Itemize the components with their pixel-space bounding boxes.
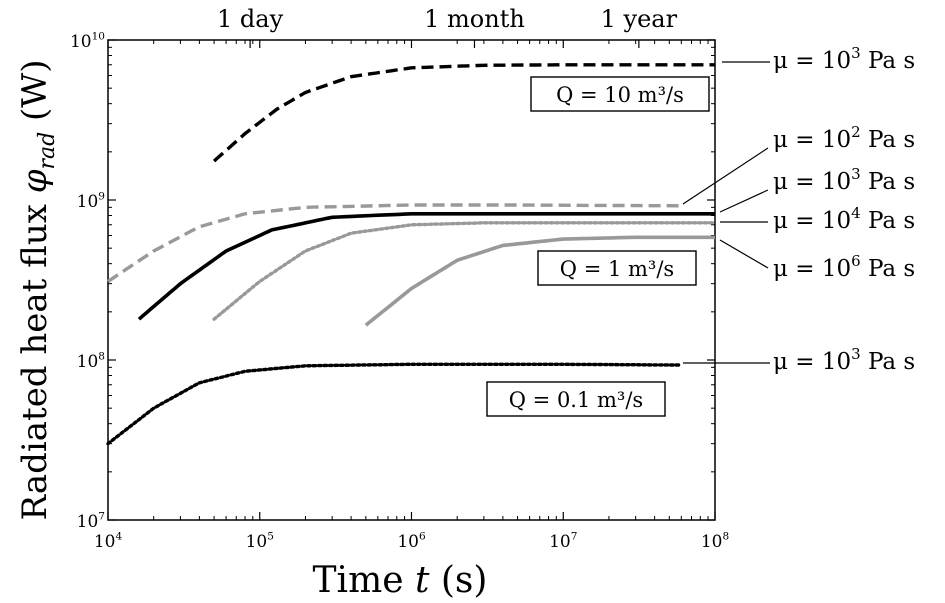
group-box-label: Q = 1 m³/s [560, 257, 674, 281]
top-axis-tick-label: 1 day [217, 5, 284, 33]
annotation-leader [719, 239, 769, 269]
annotation-label: μ = 102 Pa s [773, 123, 915, 153]
y-tick-label: 108 [77, 350, 105, 372]
series-line-3 [212, 221, 717, 321]
annotation-label: μ = 103 Pa s [773, 345, 915, 375]
annotation-label: μ = 106 Pa s [773, 252, 915, 282]
group-box-label: Q = 0.1 m³/s [509, 388, 643, 412]
x-axis-label: Time t (s) [313, 560, 488, 601]
x-tick-label: 107 [549, 530, 577, 552]
annotations: μ = 103 Pa s μ = 102 Pa s μ = 103 Pa s μ = … [682, 44, 915, 375]
series-line-4 [364, 235, 715, 327]
y-tick-label: 107 [77, 510, 105, 532]
annotation-leader [719, 189, 769, 213]
top-axis-tick-label: 1 month [424, 5, 525, 33]
annotation-label: μ = 104 Pa s [773, 204, 915, 234]
axis-ticks: 104 105 106 107 108 107 108 109 1010 1 day 1 month… [70, 5, 729, 552]
group-box-frame [537, 250, 697, 286]
annotation-label: μ = 103 Pa s [773, 165, 915, 195]
y-tick-label: 1010 [70, 30, 105, 52]
group-box-frame [486, 381, 666, 417]
x-tick-label: 106 [397, 530, 426, 552]
annotation-label: μ = 103 Pa s [773, 44, 915, 74]
series-line-0 [212, 63, 715, 163]
group-boxes: Q = 10 m³/s Q = 1 m³/s Q = 0.1 m³/s [486, 76, 710, 417]
group-box-label: Q = 10 m³/s [556, 83, 684, 107]
annotation-leader [682, 147, 769, 205]
top-axis-tick-label: 1 year [601, 5, 678, 33]
x-tick-label: 108 [701, 530, 729, 552]
y-tick-label: 109 [77, 190, 105, 212]
x-tick-label: 104 [94, 530, 123, 552]
series-line-2 [137, 212, 715, 321]
group-box-frame [530, 76, 710, 112]
series-line-5 [106, 362, 683, 446]
series-group [106, 63, 717, 446]
series-line-1 [107, 203, 682, 283]
x-tick-label: 105 [246, 530, 274, 552]
y-axis-label: Radiated heat flux φrad (W) [15, 59, 60, 520]
